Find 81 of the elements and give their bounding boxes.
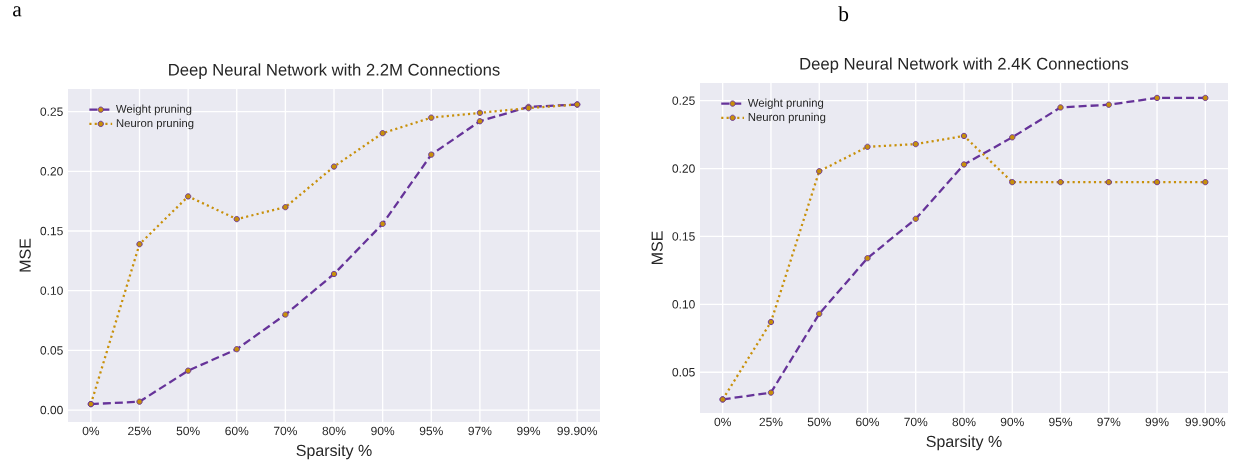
x-tick-label: 95% — [1049, 417, 1073, 427]
point — [233, 215, 240, 223]
x-tick-label: 25% — [759, 417, 783, 427]
x-tick-label: 0% — [714, 417, 731, 427]
x-tick-label: 99.90% — [557, 426, 598, 436]
y-tick-label: 0.00 — [40, 405, 63, 415]
y-tick-label: 0.25 — [672, 96, 695, 105]
point — [330, 270, 338, 278]
x-tick-label: 99% — [517, 426, 541, 436]
point — [1153, 178, 1161, 186]
y-tick-label: 0.05 — [672, 367, 695, 377]
point — [864, 143, 871, 150]
x-tick-label: 97% — [1097, 417, 1121, 427]
y-axis-title: MSE — [651, 231, 663, 265]
point — [1009, 134, 1016, 141]
x-tick-label: 99.90% — [1185, 417, 1226, 427]
point — [767, 318, 775, 326]
point — [1105, 101, 1112, 108]
y-tick-label: 0.05 — [40, 346, 63, 355]
point — [912, 140, 919, 148]
chart-title: Deep Neural Network with 2.2M Connections — [169, 63, 500, 79]
point — [912, 215, 919, 222]
point — [136, 398, 143, 405]
legend-label: Neuron pruning — [116, 118, 194, 130]
x-tick-label: 50% — [176, 426, 200, 436]
point — [1202, 178, 1209, 186]
x-tick-label: 90% — [1000, 417, 1024, 427]
x-axis-title: Sparsity % — [296, 444, 372, 460]
point — [1105, 178, 1112, 186]
x-tick-label: 25% — [128, 426, 152, 436]
x-tick-label: 60% — [225, 426, 249, 436]
x-axis-title: Sparsity % — [926, 435, 1002, 451]
x-tick-label: 95% — [419, 426, 443, 436]
point — [184, 193, 192, 200]
point — [960, 132, 968, 140]
legend-label: Weight pruning — [115, 104, 192, 116]
point — [864, 255, 871, 262]
x-tick-label: 50% — [807, 417, 831, 427]
point — [476, 118, 484, 125]
text: b — [838, 6, 849, 22]
y-tick-label: 0.15 — [40, 226, 63, 236]
point — [233, 346, 240, 353]
point — [1153, 94, 1161, 102]
point — [184, 367, 192, 374]
y-tick-label: 0.15 — [672, 232, 695, 241]
text: a — [13, 6, 22, 17]
y-tick-label: 0.25 — [40, 107, 63, 116]
point — [767, 389, 775, 396]
x-tick-label: 70% — [904, 417, 928, 427]
point — [379, 220, 386, 227]
point — [816, 168, 823, 175]
point — [816, 310, 823, 317]
point — [379, 130, 386, 137]
x-tick-label: 80% — [952, 417, 976, 427]
point — [960, 161, 968, 168]
legend-label: Weight pruning — [747, 98, 824, 110]
chart-title: Deep Neural Network with 2.4K Connections — [800, 57, 1129, 73]
x-tick-label: 90% — [371, 426, 395, 436]
y-tick-label: 0.10 — [672, 300, 695, 309]
point — [1202, 94, 1209, 102]
legend-label: Neuron pruning — [748, 112, 826, 124]
y-tick-label: 0.20 — [672, 164, 695, 173]
point — [476, 109, 484, 116]
point — [282, 204, 289, 211]
y-axis-title: MSE — [19, 238, 31, 272]
point — [1009, 178, 1016, 186]
point — [428, 114, 435, 121]
y-tick-label: 0.10 — [40, 286, 63, 295]
y-tick-label: 0.20 — [40, 167, 63, 176]
point — [136, 241, 143, 248]
point — [428, 151, 435, 158]
point — [330, 163, 338, 170]
x-tick-label: 70% — [273, 426, 297, 436]
point — [282, 311, 289, 318]
x-tick-label: 97% — [468, 426, 492, 436]
x-tick-label: 80% — [322, 426, 346, 436]
point — [1057, 178, 1064, 186]
x-tick-label: 60% — [856, 417, 880, 427]
point — [1057, 104, 1064, 111]
x-tick-label: 99% — [1145, 417, 1169, 427]
x-tick-label: 0% — [82, 426, 100, 436]
